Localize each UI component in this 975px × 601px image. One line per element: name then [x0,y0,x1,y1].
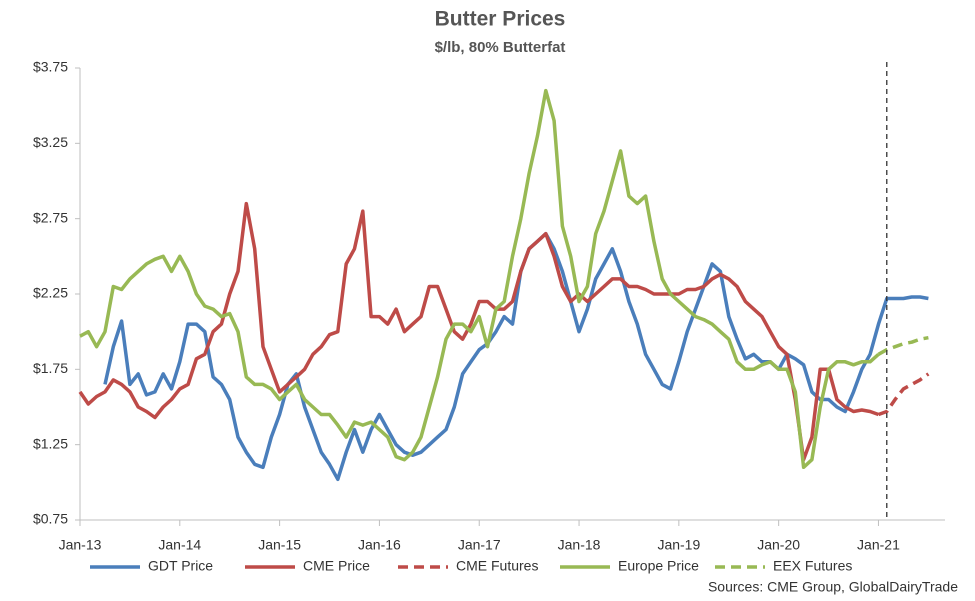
y-tick-label: $1.75 [33,360,68,376]
y-tick-label: $3.25 [33,134,68,150]
series-line [103,231,929,482]
x-tick-label: Jan-16 [358,537,401,553]
series-line [877,335,929,356]
x-tick-label: Jan-21 [857,537,900,553]
y-tick-label: $1.25 [33,435,68,451]
chart-subtitle: $/lb, 80% Butterfat [435,39,566,56]
x-tick-label: Jan-14 [158,537,201,553]
series-line [78,201,880,462]
legend-label: EEX Futures [773,558,852,574]
x-tick-label: Jan-19 [657,537,700,553]
y-tick-label: $2.75 [33,209,68,225]
series-line [877,372,930,417]
legend-label: CME Futures [456,558,538,574]
legend-label: Europe Price [618,558,699,574]
legend-label: CME Price [303,558,370,574]
x-tick-label: Jan-13 [59,537,102,553]
y-tick-label: $3.75 [33,59,68,75]
x-tick-label: Jan-18 [558,537,601,553]
y-tick-label: $2.25 [33,285,68,301]
x-tick-label: Jan-15 [258,537,301,553]
legend-label: GDT Price [148,558,213,574]
x-tick-label: Jan-17 [458,537,501,553]
y-tick-label: $0.75 [33,511,68,527]
series-line [79,88,880,470]
source-note: Sources: CME Group, GlobalDairyTrade [708,579,958,595]
x-tick-label: Jan-20 [757,537,800,553]
chart-title: Butter Prices [435,8,566,31]
